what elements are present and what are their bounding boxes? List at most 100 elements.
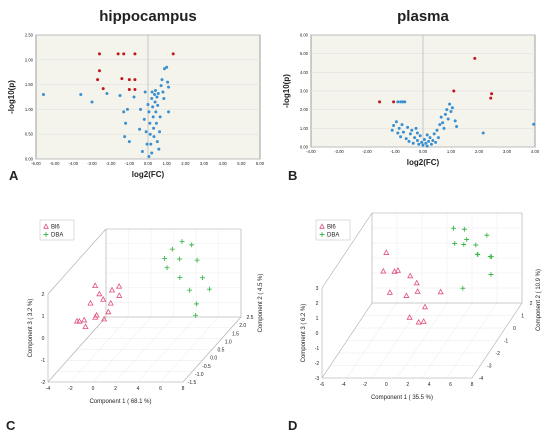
- y-tick-label: -1.5: [188, 380, 197, 386]
- data-point: [167, 110, 171, 114]
- data-point: [105, 92, 109, 96]
- data-point: [79, 93, 83, 97]
- x-tick-label: 6: [449, 382, 452, 388]
- data-point: [424, 141, 428, 145]
- bl6-point: [383, 249, 390, 255]
- bl6-point: [394, 267, 402, 273]
- data-point: [400, 123, 404, 127]
- significant-point: [473, 56, 477, 60]
- bl6-point: [92, 314, 99, 320]
- data-point: [390, 128, 394, 132]
- y-tick-label: 2: [530, 301, 533, 307]
- data-point: [123, 135, 127, 139]
- data-point: [150, 151, 154, 155]
- x-axis-label: log2(FC): [407, 158, 440, 167]
- bl6-point: [92, 282, 99, 289]
- data-point: [156, 92, 160, 96]
- x-axis-label: log2(FC): [132, 170, 165, 179]
- box-edge: [182, 316, 242, 383]
- z-axis-label: Component 3 ( 6.2 %): [301, 304, 307, 363]
- x-tick-label: -1.00: [125, 161, 135, 166]
- dba-point: [461, 226, 467, 232]
- data-point: [448, 102, 452, 106]
- data-point: [420, 140, 424, 144]
- legend-box: [39, 219, 75, 241]
- x-tick-label: -4: [46, 386, 51, 392]
- data-point: [435, 128, 439, 132]
- panel-label: C: [6, 418, 16, 433]
- bl6-point: [87, 299, 94, 306]
- data-point: [396, 131, 400, 135]
- legend-label: DBA: [51, 233, 63, 239]
- data-point: [162, 67, 166, 71]
- x-tick-label: 5.00: [237, 161, 246, 166]
- data-point: [429, 142, 433, 146]
- z-axis-label: Component 3 ( 3.2 %): [28, 299, 34, 358]
- significant-point: [127, 78, 131, 82]
- data-point: [450, 106, 454, 110]
- dba-point: [484, 232, 490, 238]
- significant-point: [122, 52, 126, 56]
- bl6-point: [407, 272, 414, 279]
- bl6-point: [96, 290, 103, 297]
- data-point: [147, 110, 151, 114]
- y-axis-label: -log10(p): [282, 74, 291, 108]
- data-point: [132, 95, 136, 99]
- dba-point: [189, 242, 195, 248]
- dba-point: [200, 275, 205, 281]
- y-tick-label: -2: [495, 351, 500, 357]
- legend-triangle-icon: [43, 223, 49, 229]
- data-point: [438, 123, 442, 127]
- x-tick-label: 2.00: [181, 161, 190, 166]
- x-tick-label: 0: [385, 382, 388, 388]
- dba-point: [177, 256, 182, 262]
- data-point: [155, 95, 159, 99]
- data-point: [140, 150, 144, 154]
- x-tick-label: 4.00: [219, 161, 228, 166]
- dba-point: [164, 265, 170, 271]
- dba-point: [488, 272, 494, 277]
- x-tick-label: -4.00: [306, 149, 316, 154]
- data-point: [153, 89, 157, 93]
- x-tick-label: -2.00: [106, 161, 116, 166]
- data-point: [436, 136, 440, 140]
- significant-point: [133, 78, 137, 82]
- bl6-point: [116, 292, 123, 298]
- data-point: [151, 105, 155, 109]
- legend-label: Bl6: [51, 225, 60, 231]
- data-point: [125, 107, 129, 111]
- significant-point: [101, 87, 105, 91]
- bl6-point: [420, 318, 427, 324]
- legend-label: Bl6: [327, 225, 336, 231]
- dba-point: [489, 254, 494, 260]
- data-point: [152, 126, 156, 130]
- x-tick-label: 1.00: [163, 161, 172, 166]
- x-tick-label: 6: [159, 386, 162, 392]
- y-tick-label: 0.0: [210, 356, 217, 362]
- x-tick-label: -3.00: [87, 161, 97, 166]
- data-point: [532, 122, 536, 126]
- data-point: [413, 136, 417, 140]
- x-tick-label: 4: [428, 382, 431, 388]
- dba-point: [187, 287, 193, 293]
- data-point: [425, 144, 429, 148]
- bl6-point: [421, 303, 429, 310]
- data-point: [157, 147, 161, 151]
- bl6-point: [386, 289, 393, 295]
- dba-point: [179, 239, 185, 244]
- dba-point: [177, 275, 183, 280]
- significant-point: [97, 52, 101, 56]
- data-point: [142, 117, 146, 121]
- box-edge: [321, 302, 373, 379]
- bl6-point: [116, 282, 123, 289]
- significant-point: [120, 77, 124, 81]
- bl6-point: [108, 286, 116, 293]
- data-point: [41, 93, 45, 97]
- y-axis-label: -log10(p): [7, 80, 16, 114]
- data-point: [427, 139, 431, 143]
- y-tick-label: 3.00: [300, 89, 309, 94]
- x-tick-label: 4: [137, 386, 140, 392]
- y-tick-label: 2.50: [25, 33, 34, 38]
- dba-point: [461, 242, 467, 247]
